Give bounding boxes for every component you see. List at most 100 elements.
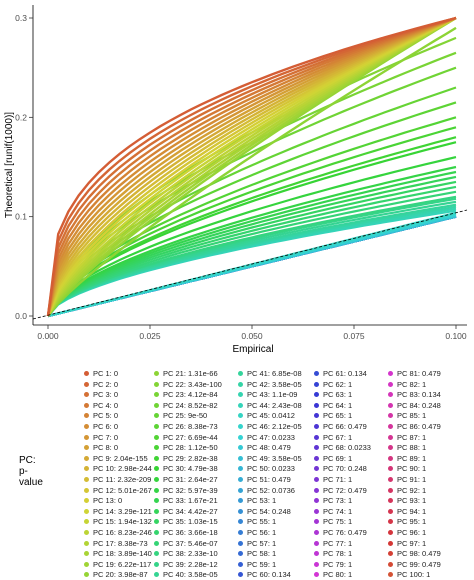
series-line-pc-35 (47, 180, 457, 317)
legend-swatch (388, 498, 393, 504)
legend-label: PC 95: 1 (397, 517, 427, 527)
legend-swatch (84, 424, 89, 429)
legend-swatch (154, 519, 159, 525)
legend-swatch (238, 445, 243, 451)
legend-label: PC 47: 0.0233 (247, 432, 295, 442)
legend-swatch (154, 424, 159, 429)
legend-label: PC 15: 1.94e-132 (93, 517, 152, 527)
legend-label: PC 49: 3.58e-05 (247, 453, 302, 463)
legend-swatch (238, 519, 243, 525)
legend-swatch (314, 466, 319, 472)
legend-label: PC 4: 0 (93, 400, 119, 410)
legend-label: PC 97: 1 (397, 538, 427, 548)
legend-swatch (84, 434, 89, 440)
legend-label: PC 100: 1 (397, 570, 431, 580)
legend-swatch (314, 572, 319, 578)
series-line-pc-32 (47, 165, 457, 317)
legend-swatch (84, 392, 89, 398)
x-tick-label: 0.100 (445, 331, 467, 341)
legend-label: PC 76: 0.479 (323, 528, 367, 537)
legend-label: PC 73: 1 (323, 496, 353, 506)
legend-swatch (84, 381, 89, 387)
series-line-pc-30 (47, 141, 457, 317)
y-tick-label: 0.0 (15, 311, 27, 321)
legend-swatch (388, 561, 393, 567)
legend-swatch (84, 540, 89, 546)
series-line-pc-36 (47, 185, 457, 317)
series-line-pc-1 (46, 16, 457, 317)
legend-swatch (314, 530, 319, 535)
legend-swatch (84, 572, 89, 578)
legend-swatch (388, 413, 393, 419)
legend-swatch (388, 434, 393, 440)
legend-swatch (154, 445, 159, 451)
legend-label: PC 7: 0 (93, 432, 119, 442)
legend-label: PC 64: 1 (323, 400, 353, 410)
legend-swatch (238, 540, 243, 546)
legend-label: PC 84: 0.248 (397, 400, 441, 410)
legend-label: PC 63: 1 (323, 390, 353, 400)
legend-label: PC 54: 0.248 (247, 506, 291, 516)
legend-swatch (154, 455, 159, 461)
legend-label: PC 55: 1 (247, 517, 277, 527)
legend-label: PC 29: 2.82e-38 (163, 453, 218, 463)
legend-label: PC 66: 0.479 (323, 422, 367, 431)
legend-label: PC 45: 0.0412 (247, 411, 295, 421)
legend-swatch (238, 424, 243, 429)
legend-swatch (154, 530, 159, 535)
legend-label: PC 77: 1 (323, 538, 353, 548)
legend-swatch (388, 519, 393, 525)
legend-label: PC 23: 4.12e-84 (163, 390, 218, 400)
legend-swatch (154, 572, 159, 578)
legend-label: PC 81: 0.479 (397, 369, 441, 378)
legend-label: PC 94: 1 (397, 506, 427, 516)
legend-swatch (84, 466, 89, 472)
legend-swatch (238, 561, 243, 567)
legend-label: PC 32: 5.97e-39 (163, 485, 218, 495)
legend-swatch (314, 455, 319, 461)
legend-label: PC 25: 9e-50 (163, 411, 208, 421)
x-tick-label: 0.050 (241, 331, 263, 341)
legend-label: PC 82: 1 (397, 379, 427, 389)
x-tick-label: 0.025 (139, 331, 161, 341)
legend-swatch (314, 540, 319, 546)
legend-label: PC 70: 0.248 (323, 464, 367, 474)
legend-label: PC 34: 4.42e-27 (163, 506, 218, 516)
legend-label: PC 28: 1.12e-50 (163, 443, 218, 453)
legend-swatch (388, 477, 393, 482)
legend-swatch (84, 477, 89, 482)
legend-label: PC 71: 1 (323, 475, 353, 484)
legend-label: PC 19: 6.22e-117 (93, 559, 152, 569)
legend-swatch (154, 466, 159, 472)
legend-label: PC 35: 1.03e-15 (163, 517, 218, 527)
legend-swatch (238, 402, 243, 408)
legend-label: PC 18: 3.89e-140 (93, 549, 152, 559)
legend-label: PC 40: 3.58e-05 (163, 570, 218, 580)
legend-swatch (154, 551, 159, 557)
legend-label: PC 57: 1 (247, 538, 277, 548)
legend-label: PC 9: 2.04e-155 (93, 453, 148, 463)
legend-swatch (238, 413, 243, 419)
legend-swatch (314, 551, 319, 557)
legend-label: PC 92: 1 (397, 485, 427, 495)
legend-swatch (388, 381, 393, 387)
legend-label: PC 87: 1 (397, 432, 427, 442)
legend-swatch (388, 455, 393, 461)
legend-swatch (84, 530, 89, 535)
legend-label: PC 30: 4.79e-38 (163, 464, 218, 474)
legend-swatch (238, 466, 243, 472)
y-axis-ticks: 0.0 0.1 0.2 0.3 (15, 13, 33, 321)
legend-swatch (84, 455, 89, 461)
legend-label: PC 62: 1 (323, 379, 353, 389)
legend-label: PC 31: 2.64e-27 (163, 475, 218, 484)
legend-swatch (388, 530, 393, 535)
legend-label: PC 72: 0.479 (323, 485, 367, 495)
series-line-pc-21 (47, 26, 457, 317)
legend-label: PC 22: 3.43e-100 (163, 379, 222, 389)
legend-label: PC 16: 8.23e-246 (93, 528, 152, 537)
x-tick-label: 0.000 (37, 331, 59, 341)
legend-swatch (238, 392, 243, 398)
legend-label: PC 46: 2.12e-05 (247, 422, 302, 431)
identity-reference-line (32, 209, 468, 320)
legend-swatch (154, 392, 159, 398)
